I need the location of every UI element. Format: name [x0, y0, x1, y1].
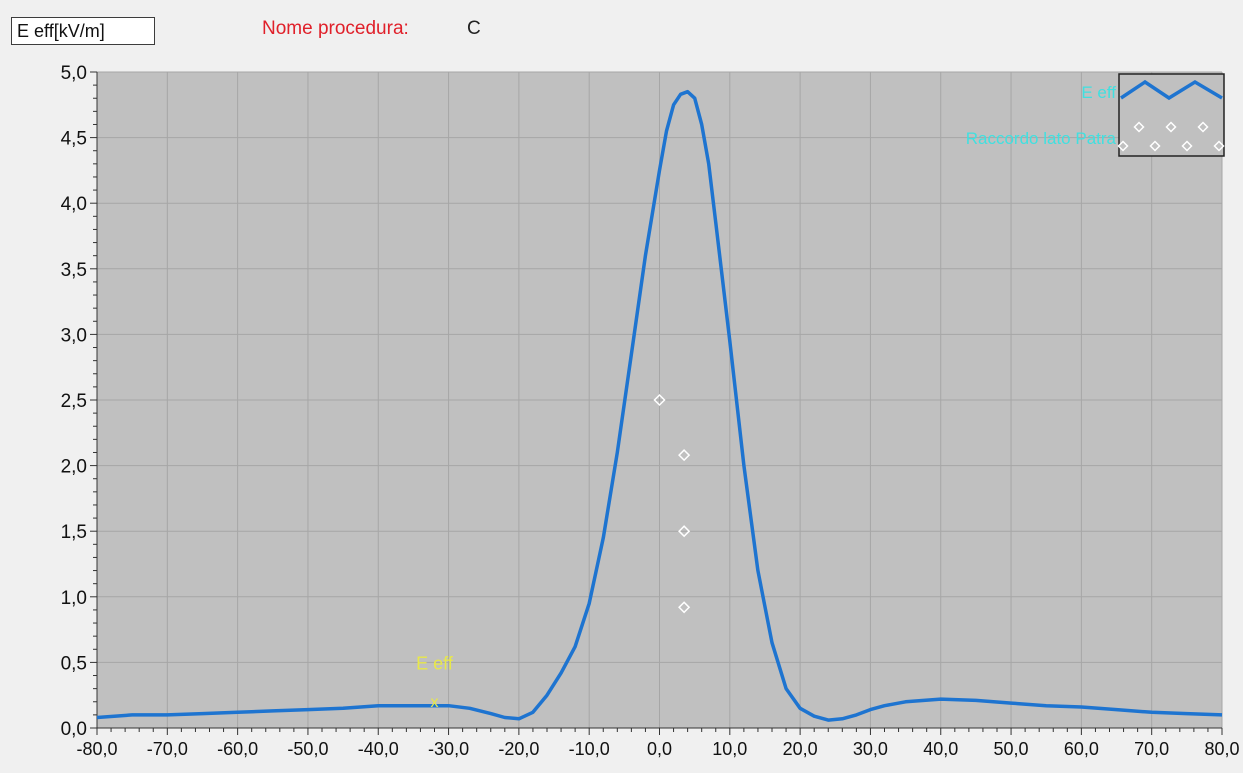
y-tick-label: 4,0 — [61, 194, 87, 215]
cursor-label: E eff — [416, 653, 454, 673]
x-tick-label: -10,0 — [569, 739, 610, 759]
legend-swatch-raccordo — [1149, 140, 1161, 152]
cursor-annotation[interactable]: E eff x — [416, 653, 454, 710]
y-tick-label: 1,5 — [61, 522, 87, 543]
series-line-e-eff — [96, 89, 1223, 722]
y-tick-label: 2,0 — [61, 457, 87, 478]
x-tick-label: 10,0 — [712, 739, 747, 759]
x-tick-label: -30,0 — [428, 739, 469, 759]
x-tick-label: 0,0 — [647, 739, 672, 759]
y-tick-label: 5,0 — [61, 63, 87, 84]
x-tick-label: 20,0 — [783, 739, 818, 759]
x-tick-label: -60,0 — [217, 739, 258, 759]
series-point-raccordo — [653, 393, 666, 407]
series-layer — [96, 89, 1223, 722]
legend-swatch-raccordo — [1165, 121, 1177, 133]
x-tick-label: -20,0 — [498, 739, 539, 759]
y-tick-label: 3,0 — [61, 325, 87, 346]
x-axis: -80,0 -70,0 -60,0 -50,0 -40,0 -30,0 -20,0 -10,0… — [76, 727, 1240, 759]
y-tick-label: 2,5 — [61, 391, 87, 412]
series-point-raccordo — [678, 449, 691, 462]
series-point-raccordo — [678, 525, 691, 538]
series-point-raccordo — [678, 601, 691, 614]
legend-swatch-e-eff — [1120, 79, 1223, 101]
y-tick-label: 3,5 — [61, 260, 87, 281]
x-tick-label: -50,0 — [287, 739, 328, 759]
y-tick-label: 0,0 — [61, 719, 87, 740]
legend-box — [1118, 73, 1225, 157]
x-tick-label: 60,0 — [1064, 739, 1099, 759]
y-axis: 0,0 0,5 1,0 1,5 2,0 2,5 3,0 3,5 4,0 4,5 5,0 — [61, 63, 98, 740]
x-tick-label: 40,0 — [923, 739, 958, 759]
legend-swatch-raccordo — [1117, 140, 1129, 152]
x-tick-label: 70,0 — [1134, 739, 1169, 759]
x-tick-label: 30,0 — [853, 739, 888, 759]
x-tick-label: 80,0 — [1204, 739, 1239, 759]
legend-swatch-raccordo — [1197, 121, 1209, 133]
legend-swatch-raccordo — [1181, 140, 1193, 152]
x-tick-label: -80,0 — [76, 739, 117, 759]
x-tick-label: -40,0 — [358, 739, 399, 759]
legend-swatch-raccordo — [1213, 140, 1225, 152]
legend-swatch-raccordo — [1133, 121, 1145, 133]
procedure-name-label: Nome procedura: — [262, 18, 409, 39]
x-tick-label: -70,0 — [147, 739, 188, 759]
x-tick-label: 50,0 — [994, 739, 1029, 759]
unit-label: E eff[kV/m] — [11, 17, 155, 45]
y-tick-label: 4,5 — [61, 129, 87, 150]
legend[interactable]: E eff Raccordo lato Patra — [966, 73, 1225, 157]
cursor-marker: x — [431, 694, 439, 711]
procedure-name-value: C — [467, 18, 481, 39]
legend-label-e-eff: E eff — [1081, 83, 1116, 102]
legend-label-raccordo: Raccordo lato Patra — [966, 129, 1117, 148]
y-tick-label: 1,0 — [61, 588, 87, 609]
y-tick-label: 0,5 — [61, 653, 87, 674]
